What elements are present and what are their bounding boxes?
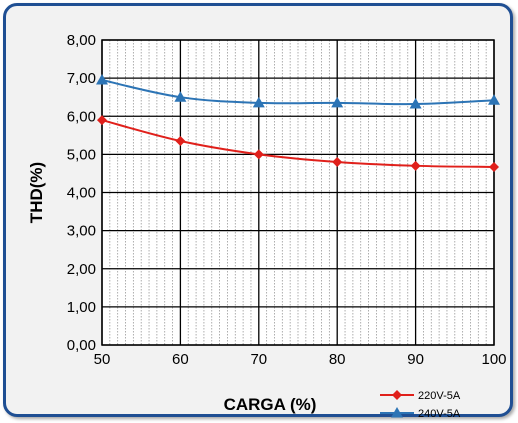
x-tick-label: 80 (329, 351, 346, 368)
y-axis-ticks: 0,00 1,00 2,00 3,00 4,00 5,00 6,00 7,00 8,00 (67, 32, 96, 354)
y-tick-label: 0,00 (67, 337, 96, 354)
legend: 220V-5A 240V-5A (380, 390, 461, 420)
legend-item: 220V-5A (380, 390, 461, 402)
data-point (488, 94, 500, 105)
data-point (252, 96, 265, 108)
data-point (175, 136, 186, 147)
legend-label: 220V-5A (418, 390, 461, 402)
legend-label: 240V-5A (418, 408, 461, 420)
x-tick-label: 60 (172, 351, 189, 368)
x-axis-title: CARGA (%) (224, 395, 317, 414)
y-tick-label: 5,00 (67, 146, 96, 163)
data-point (97, 115, 107, 126)
series-line (101, 119, 495, 168)
data-point (489, 161, 499, 172)
x-tick-label: 70 (250, 351, 267, 368)
x-tick-label: 90 (407, 351, 424, 368)
x-tick-label: 100 (481, 351, 506, 368)
x-axis-ticks: 50 60 70 80 90 100 (94, 351, 507, 368)
series-layer (96, 74, 500, 172)
series-240v-5a (96, 74, 500, 109)
y-tick-label: 6,00 (67, 108, 96, 125)
y-tick-label: 8,00 (67, 32, 96, 49)
data-point (96, 74, 108, 85)
y-tick-label: 4,00 (67, 185, 96, 202)
series-line (101, 79, 495, 106)
data-point (410, 160, 421, 171)
y-tick-label: 1,00 (67, 299, 96, 316)
y-tick-label: 3,00 (67, 223, 96, 240)
data-point (409, 98, 422, 109)
legend-marker (392, 390, 402, 400)
y-tick-label: 7,00 (67, 70, 96, 87)
x-tick-label: 50 (94, 351, 111, 368)
plot-border (101, 39, 495, 346)
series-220v-5a (97, 115, 499, 172)
data-point (174, 91, 187, 102)
data-point (253, 149, 264, 160)
legend-item: 240V-5A (380, 407, 461, 420)
legend-marker (391, 407, 403, 418)
y-axis-title: THD(%) (27, 162, 46, 223)
data-point (331, 96, 344, 108)
y-tick-label: 2,00 (67, 261, 96, 278)
data-point (332, 157, 343, 167)
